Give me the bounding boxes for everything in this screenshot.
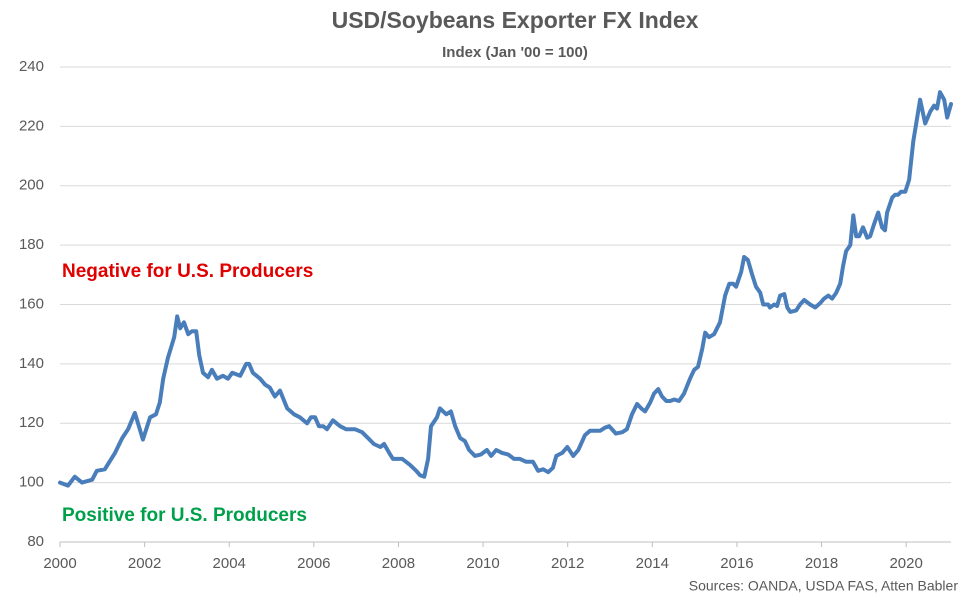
y-tick-label: 180	[19, 236, 44, 253]
y-tick-label: 220	[19, 117, 44, 134]
x-tick-label: 2002	[128, 555, 161, 572]
y-tick-label: 140	[19, 355, 44, 372]
annotation: Negative for U.S. Producers	[62, 261, 313, 282]
x-tick-label: 2014	[636, 555, 669, 572]
x-tick-label: 2004	[213, 555, 246, 572]
x-tick-label: 2020	[889, 555, 922, 572]
x-tick-label: 2008	[382, 555, 415, 572]
y-tick-label: 240	[19, 58, 44, 75]
source: Sources: OANDA, USDA FAS, Atten Babler	[689, 578, 959, 594]
x-tick-label: 2000	[43, 555, 76, 572]
x-tick-label: 2016	[720, 555, 753, 572]
data-line	[58, 90, 953, 488]
chart-subtitle: Index (Jan '00 = 100)	[442, 44, 588, 61]
x-tick-label: 2018	[805, 555, 838, 572]
x-tick-label: 2010	[466, 555, 499, 572]
x-tick-label: 2006	[297, 555, 330, 572]
y-tick-label: 200	[19, 177, 44, 194]
y-tick-label: 100	[19, 474, 44, 491]
annotation: Positive for U.S. Producers	[62, 505, 307, 526]
y-tick-label: 160	[19, 295, 44, 312]
y-tick-label: 80	[27, 533, 44, 550]
y-tick-label: 120	[19, 414, 44, 431]
chart-title: USD/Soybeans Exporter FX Index	[332, 7, 699, 33]
x-tick-label: 2012	[551, 555, 584, 572]
